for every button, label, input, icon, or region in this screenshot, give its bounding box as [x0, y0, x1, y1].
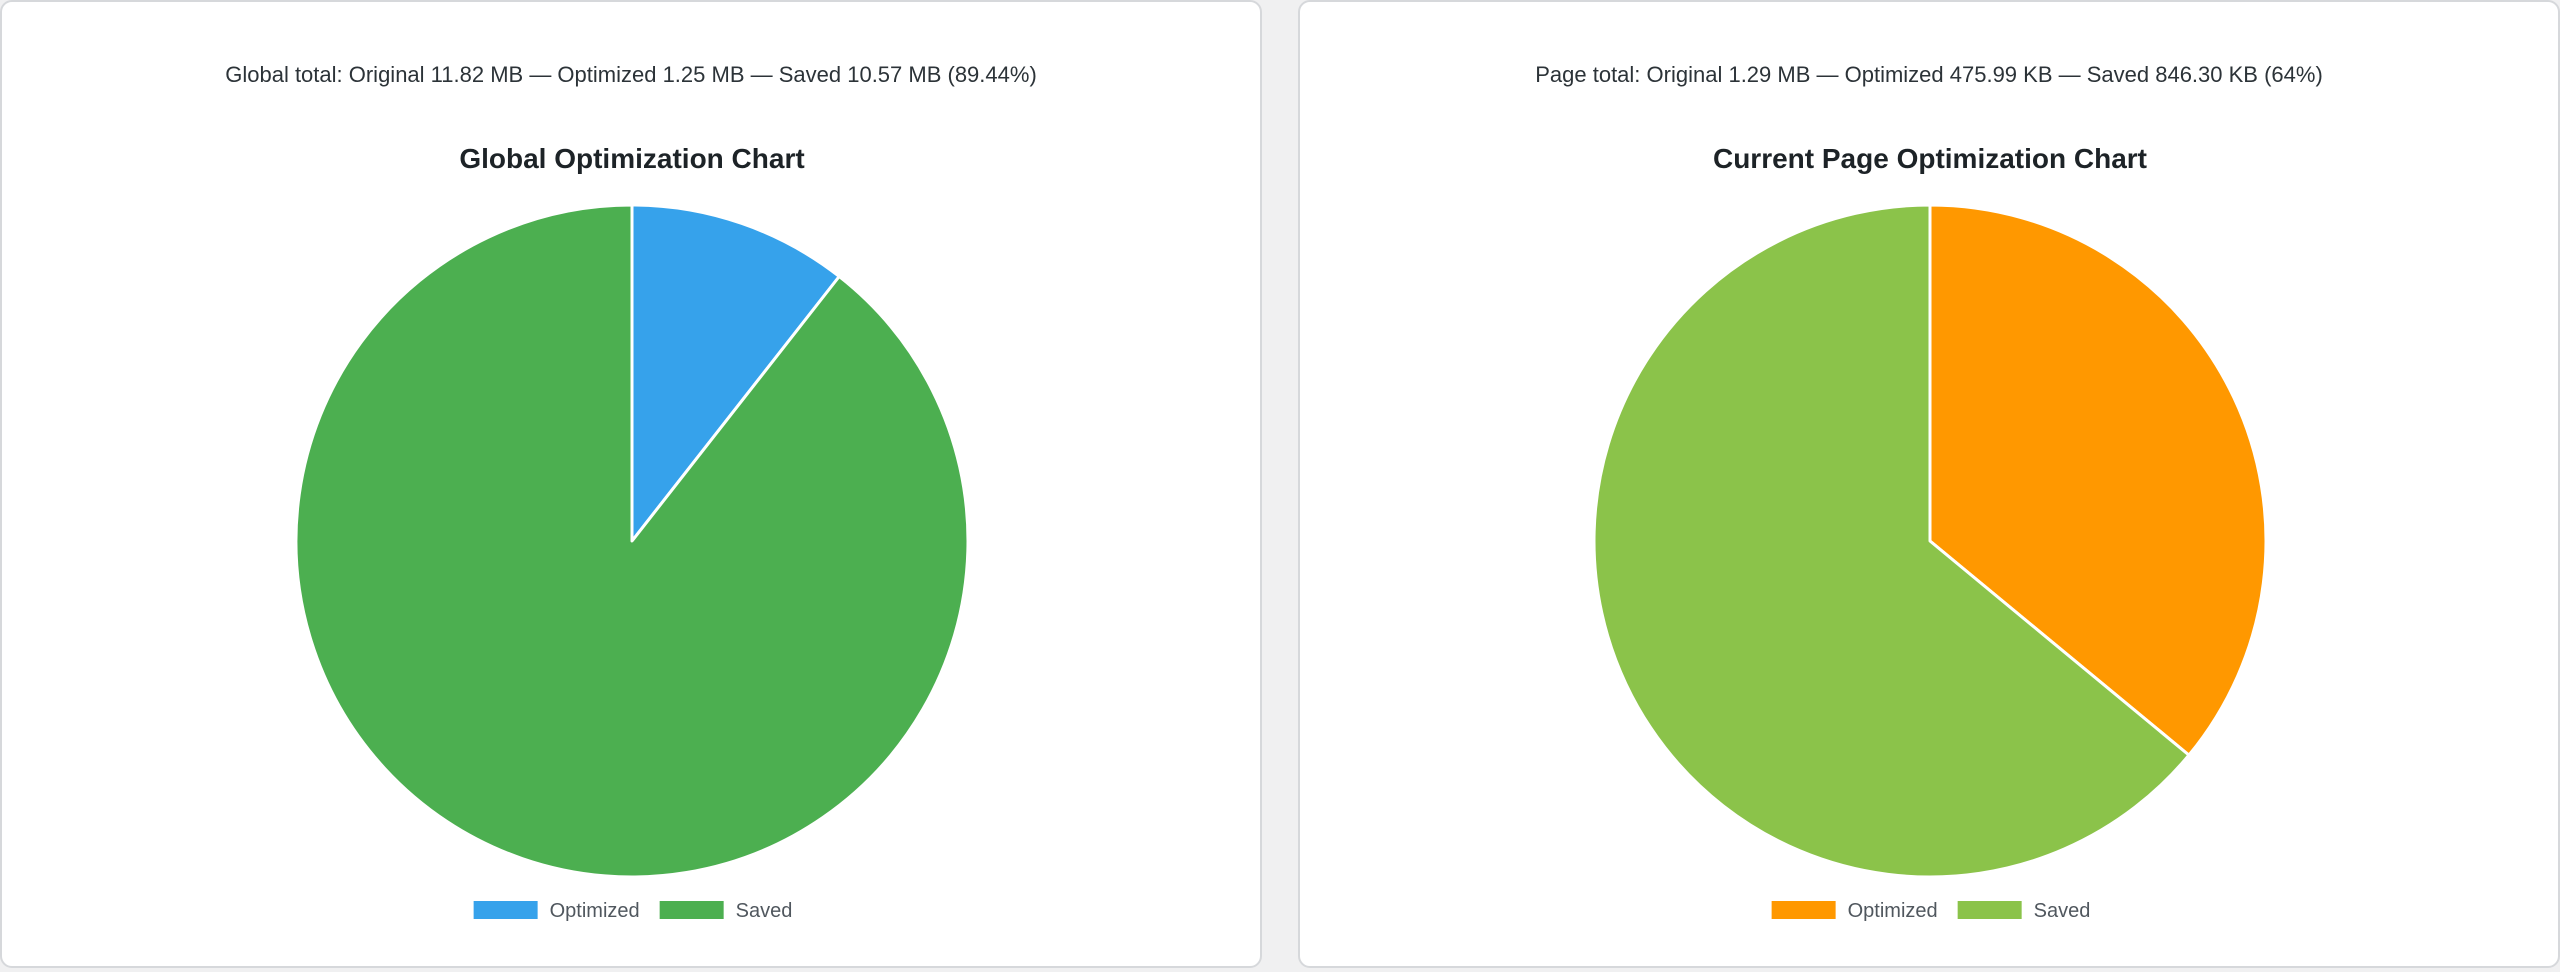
legend-label-saved: Saved: [2034, 900, 2091, 922]
global-total-summary: Global total: Original 11.82 MB — Optimi…: [225, 62, 1037, 87]
legend-item-optimized[interactable]: Optimized: [473, 900, 640, 922]
legend-label-optimized: Optimized: [550, 900, 640, 922]
legend-item-saved[interactable]: Saved: [659, 900, 793, 922]
global-pie-chart: Global Optimization Chart Optimized Saved: [294, 143, 970, 922]
legend-swatch-saved: [659, 901, 724, 919]
page-chart-panel: Page total: Original 1.29 MB — Optimized…: [1298, 0, 2560, 968]
pie-slice-saved[interactable]: [294, 203, 970, 879]
page-pie-chart: Current Page Optimization Chart Optimized…: [1592, 143, 2268, 922]
global-chart-panel: Global total: Original 11.82 MB — Optimi…: [0, 0, 1262, 968]
legend-item-optimized[interactable]: Optimized: [1771, 900, 1938, 922]
pie-slice-optimized[interactable]: [1928, 203, 2268, 757]
chart-title: Global Optimization Chart: [459, 143, 804, 174]
legend-swatch-optimized: [1771, 901, 1836, 919]
legend-swatch-optimized: [473, 901, 538, 919]
chart-title: Current Page Optimization Chart: [1713, 143, 2147, 174]
legend-swatch-saved: [1957, 901, 2022, 919]
legend-label-saved: Saved: [736, 900, 793, 922]
pie-slice-optimized[interactable]: [630, 203, 841, 543]
legend-item-saved[interactable]: Saved: [1957, 900, 2091, 922]
legend-label-optimized: Optimized: [1848, 900, 1938, 922]
pie-slice-saved[interactable]: [1592, 203, 2191, 879]
page-total-summary: Page total: Original 1.29 MB — Optimized…: [1535, 62, 2323, 87]
